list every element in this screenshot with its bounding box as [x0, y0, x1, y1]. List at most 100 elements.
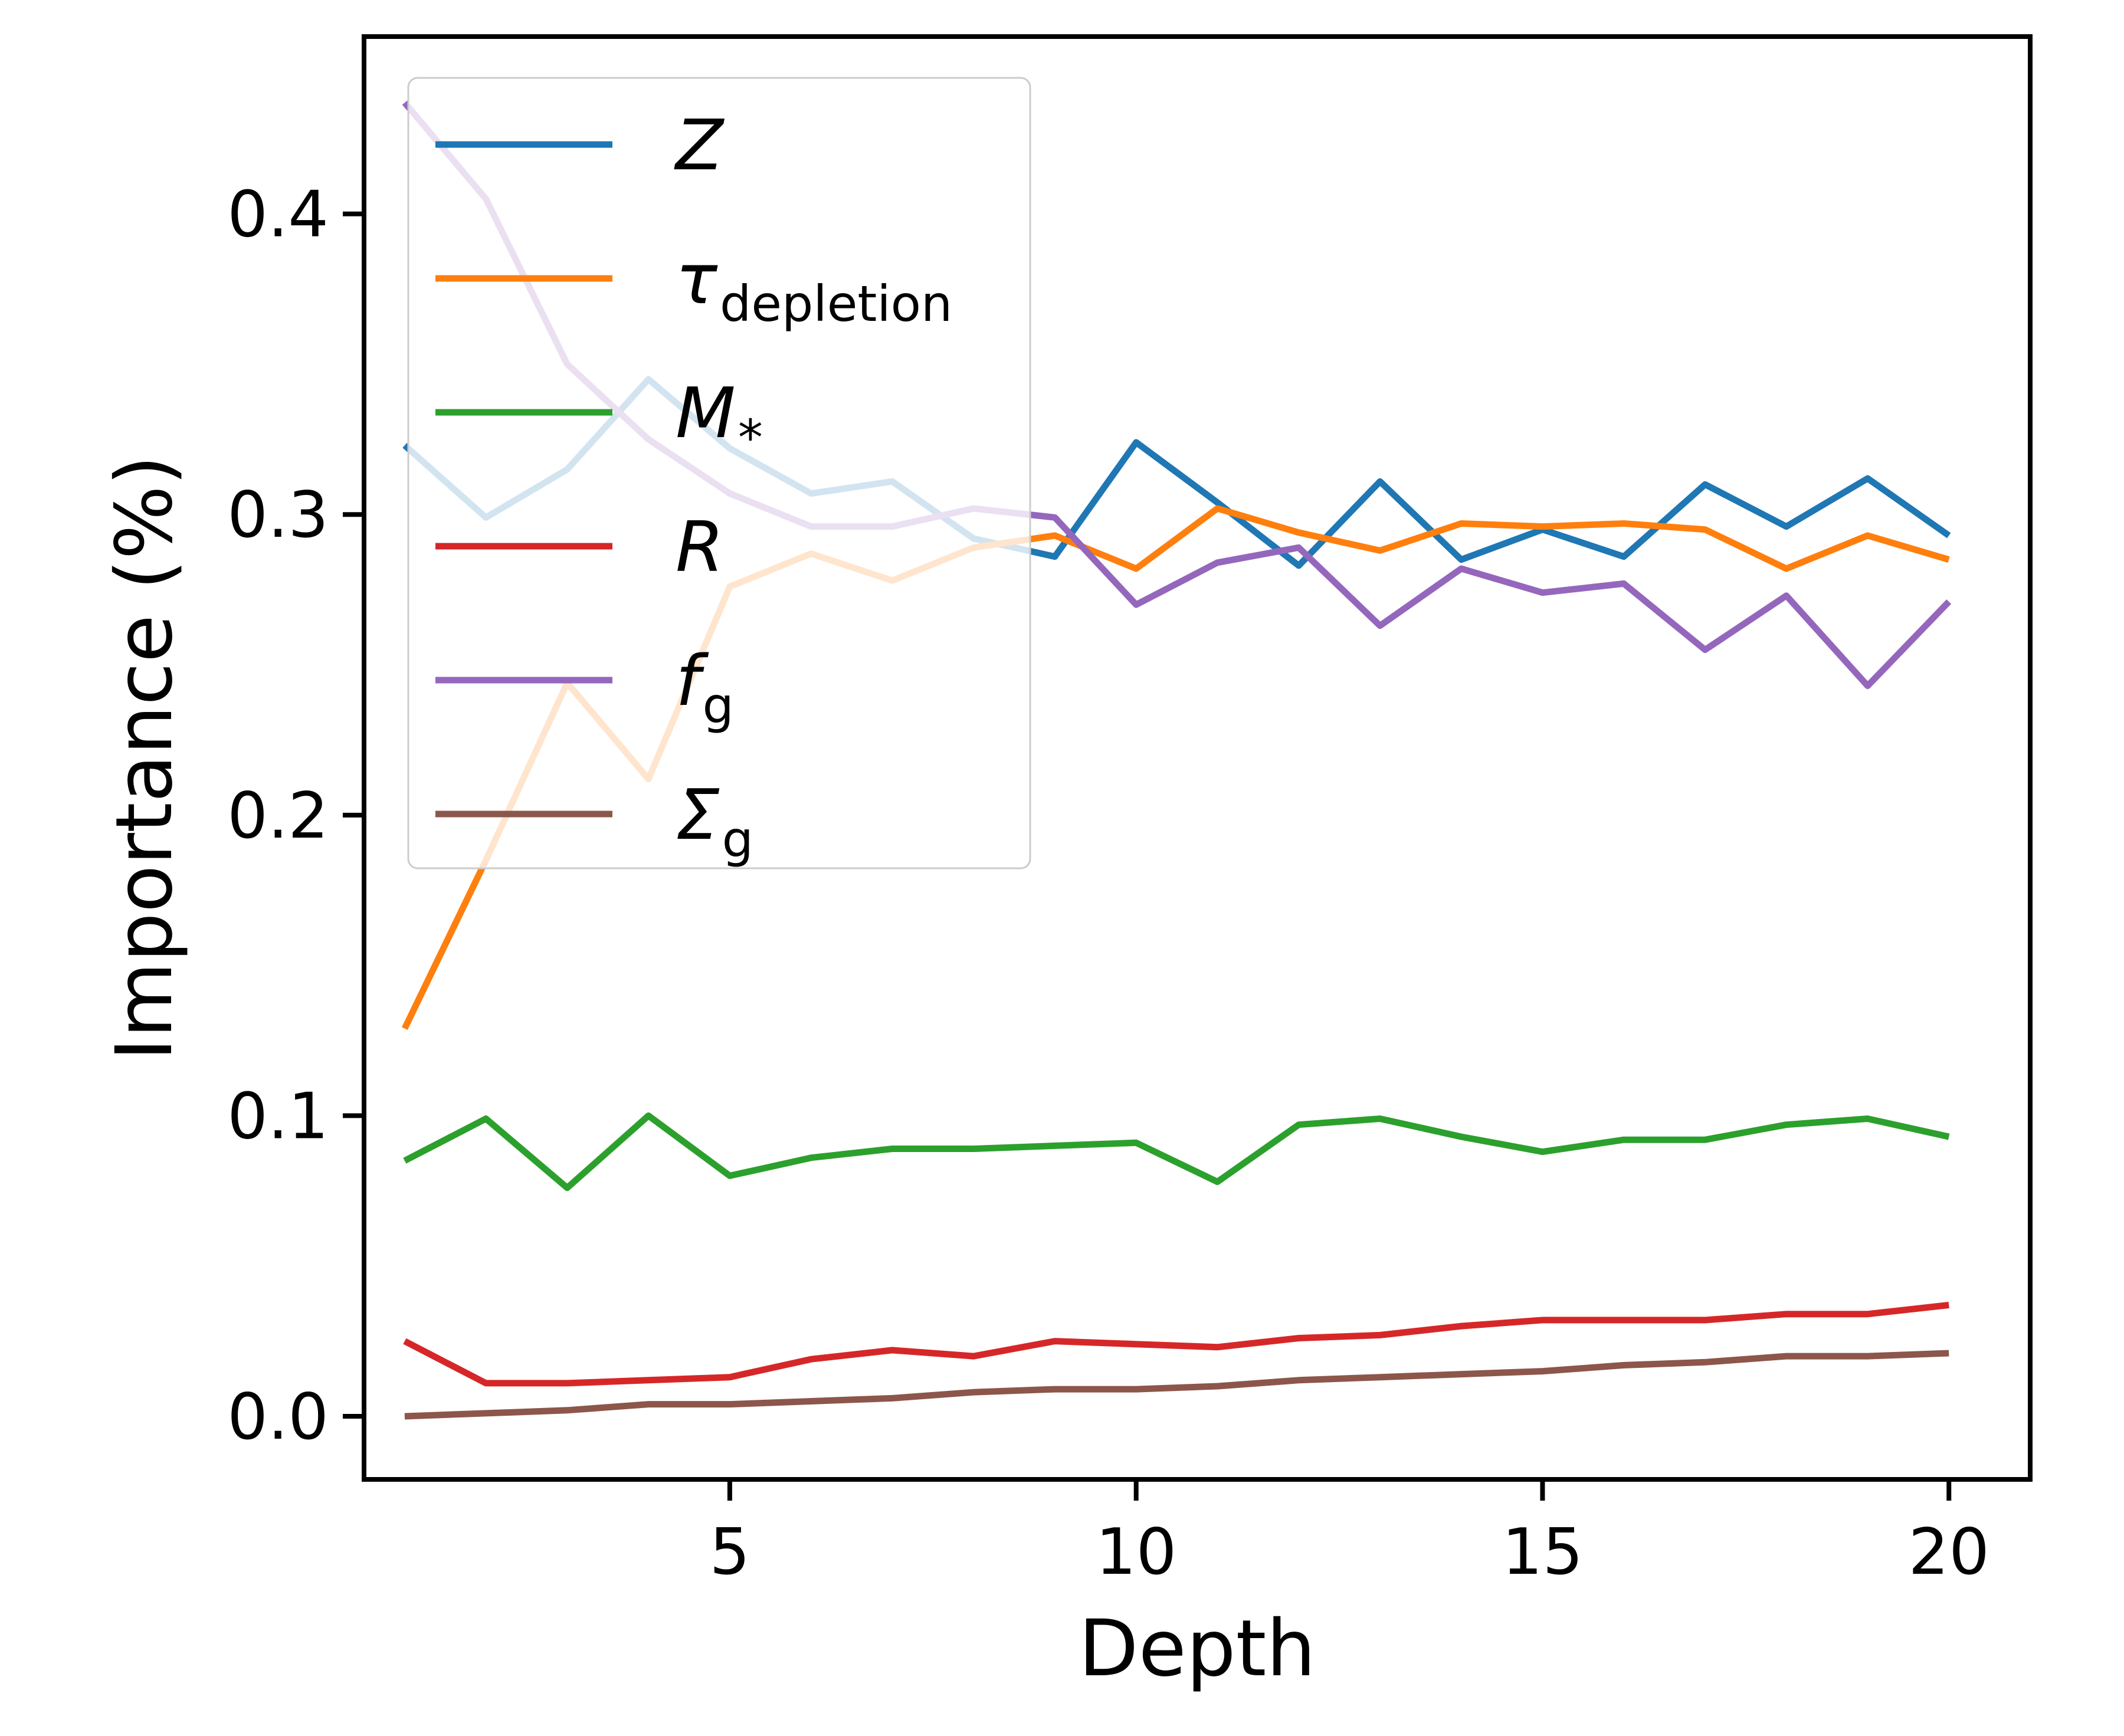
series-g — [404, 1350, 1952, 1420]
data-point-r-1 — [401, 1338, 408, 1345]
data-point-r-14 — [1458, 1322, 1465, 1330]
data-point-r-9 — [1051, 1338, 1058, 1345]
data-point-f-g-20 — [1945, 598, 1952, 605]
data-point-r-4 — [645, 1377, 652, 1384]
data-point-m-18 — [1783, 1121, 1790, 1128]
data-point-r-15 — [1539, 1317, 1546, 1324]
legend-entry: Σg — [435, 774, 753, 868]
data-point-m-13 — [1376, 1115, 1384, 1123]
data-point-depletion-10 — [1133, 565, 1140, 572]
data-point-z-18 — [1783, 523, 1790, 530]
y-tick-label: 0.2 — [227, 779, 329, 853]
data-point-g-11 — [1214, 1383, 1221, 1390]
data-point-f-g-10 — [1133, 601, 1140, 608]
data-point-g-10 — [1133, 1386, 1140, 1393]
data-point-g-16 — [1620, 1361, 1627, 1369]
legend-entry: Z — [435, 104, 725, 186]
data-point-f-g-13 — [1376, 622, 1384, 629]
data-point-f-g-16 — [1620, 580, 1627, 587]
data-point-z-17 — [1702, 481, 1709, 488]
x-tick-label: 20 — [1909, 1515, 1989, 1589]
data-point-g-15 — [1539, 1368, 1546, 1375]
data-point-z-9 — [1051, 553, 1058, 560]
x-axis-ticks: 5 10 15 20 — [710, 1479, 1989, 1589]
axes-frame — [362, 34, 2033, 1482]
data-point-m-1 — [401, 1157, 408, 1164]
data-point-r-11 — [1214, 1344, 1221, 1351]
y-tick-label: 0.4 — [227, 178, 329, 252]
data-point-m-4 — [645, 1112, 652, 1119]
legend-entry: R — [435, 506, 724, 588]
data-point-g-14 — [1458, 1371, 1465, 1378]
data-point-depletion-15 — [1539, 523, 1546, 530]
data-point-depletion-17 — [1702, 526, 1709, 533]
data-point-r-7 — [889, 1347, 896, 1354]
data-point-depletion-13 — [1376, 547, 1384, 554]
data-point-f-g-12 — [1295, 544, 1302, 551]
data-point-m-20 — [1945, 1133, 1952, 1140]
series-line-m — [403, 1112, 1950, 1192]
data-point-depletion-19 — [1864, 532, 1871, 539]
data-point-depletion-1 — [401, 1025, 408, 1032]
data-point-g-7 — [889, 1394, 896, 1402]
series-r — [401, 1301, 1949, 1387]
data-point-m-2 — [483, 1115, 490, 1123]
data-point-m-3 — [563, 1184, 571, 1192]
data-point-f-g-15 — [1539, 589, 1546, 596]
legend-label: M* — [676, 372, 763, 467]
data-point-depletion-12 — [1295, 529, 1302, 536]
data-point-r-10 — [1133, 1341, 1140, 1348]
data-point-g-19 — [1864, 1353, 1871, 1360]
data-point-z-19 — [1864, 475, 1871, 482]
series-line-g — [404, 1350, 1949, 1420]
data-point-r-12 — [1295, 1335, 1302, 1342]
data-point-r-16 — [1620, 1317, 1627, 1324]
legend-frame — [407, 77, 1031, 869]
data-point-f-g-11 — [1214, 559, 1221, 566]
data-point-m-14 — [1458, 1133, 1465, 1140]
series-line-r — [403, 1301, 1949, 1387]
legend-label: τdepletion — [676, 238, 952, 333]
data-point-g-8 — [970, 1389, 977, 1396]
data-point-depletion-16 — [1620, 520, 1627, 527]
data-point-depletion-20 — [1945, 556, 1952, 563]
data-point-r-18 — [1783, 1311, 1790, 1318]
data-point-z-20 — [1945, 532, 1952, 539]
legend-label: R — [676, 506, 724, 588]
data-point-z-10 — [1133, 439, 1140, 446]
data-point-m-8 — [970, 1146, 977, 1153]
data-point-m-16 — [1620, 1136, 1627, 1143]
legend-label: Σg — [676, 774, 753, 868]
data-point-m-19 — [1864, 1115, 1871, 1123]
legend-entry: τdepletion — [435, 238, 952, 333]
data-point-f-g-14 — [1458, 565, 1465, 572]
data-point-m-5 — [726, 1172, 733, 1179]
data-point-z-1 — [401, 442, 408, 449]
data-point-g-9 — [1051, 1386, 1058, 1393]
data-point-z-13 — [1376, 478, 1384, 485]
data-point-depletion-18 — [1783, 565, 1790, 572]
y-axis-label: Importance (%) — [99, 455, 190, 1061]
data-point-depletion-14 — [1458, 520, 1465, 527]
data-point-g-13 — [1376, 1374, 1384, 1381]
data-point-f-g-1 — [401, 99, 408, 106]
data-point-m-15 — [1539, 1148, 1546, 1156]
data-point-g-17 — [1702, 1358, 1709, 1366]
data-point-r-19 — [1864, 1311, 1871, 1318]
y-tick-label: 0.0 — [227, 1380, 329, 1454]
data-point-g-12 — [1295, 1377, 1302, 1384]
legend-label: Z — [674, 104, 725, 186]
data-point-r-13 — [1376, 1331, 1384, 1338]
data-point-r-8 — [970, 1353, 977, 1360]
data-point-g-20 — [1945, 1350, 1952, 1357]
data-point-depletion-11 — [1214, 505, 1221, 512]
data-point-g-6 — [808, 1398, 815, 1405]
data-point-z-12 — [1295, 562, 1302, 569]
data-point-m-6 — [808, 1154, 815, 1161]
data-point-f-g-9 — [1051, 514, 1058, 521]
x-tick-label: 15 — [1502, 1515, 1583, 1589]
x-tick-label: 5 — [710, 1515, 750, 1589]
